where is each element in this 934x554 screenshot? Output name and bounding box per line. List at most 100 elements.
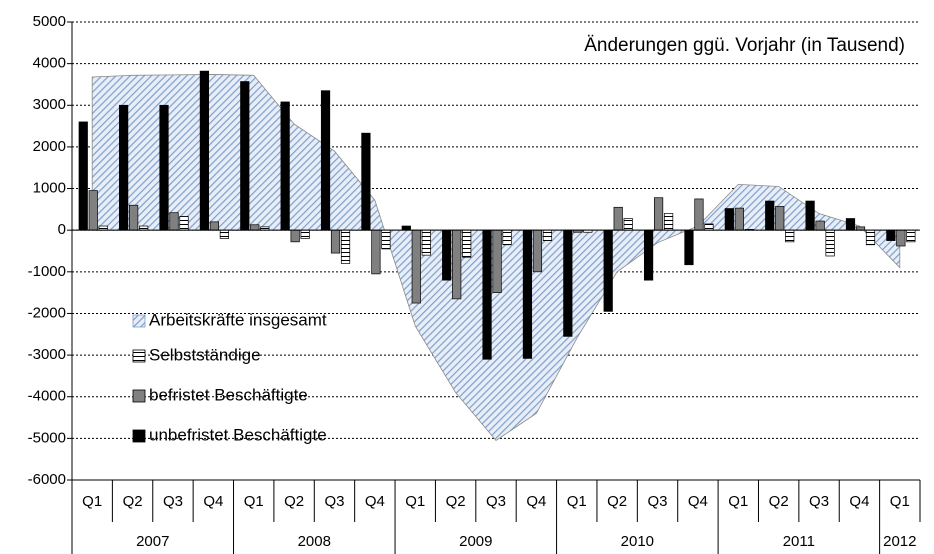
bar xyxy=(452,229,462,300)
bar xyxy=(240,81,250,231)
bar xyxy=(129,204,139,231)
bar xyxy=(179,216,189,231)
bar xyxy=(563,229,573,337)
bar xyxy=(361,132,371,231)
bar xyxy=(613,206,623,231)
bar xyxy=(542,229,553,241)
bar xyxy=(522,229,533,359)
x-tick-label: Q1 xyxy=(405,493,425,510)
bar xyxy=(663,213,674,231)
bar xyxy=(209,221,219,231)
year-label: 2007 xyxy=(136,533,169,550)
bar xyxy=(300,229,310,239)
bar xyxy=(411,229,421,304)
bar xyxy=(219,229,229,239)
x-tick-label: Q4 xyxy=(849,493,869,510)
legend-swatch xyxy=(132,389,146,403)
bar xyxy=(825,229,835,257)
bar xyxy=(340,229,351,264)
y-tick-label: -1000 xyxy=(28,263,66,280)
bar xyxy=(704,223,714,231)
y-tick-label: 0 xyxy=(58,221,66,238)
bar xyxy=(401,225,411,231)
bar xyxy=(421,229,431,256)
bar xyxy=(159,104,169,231)
x-tick-label: Q1 xyxy=(244,493,264,510)
bar xyxy=(815,220,825,231)
bar xyxy=(906,229,916,243)
bar xyxy=(502,229,512,246)
y-tick-label: 4000 xyxy=(33,55,66,72)
bar xyxy=(623,218,633,231)
bar xyxy=(139,225,149,231)
bar xyxy=(330,229,341,254)
legend-label: befristet Beschäftigte xyxy=(149,385,308,404)
bar xyxy=(865,229,876,246)
x-tick-label: Q4 xyxy=(526,493,546,510)
legend-swatch xyxy=(132,429,146,443)
bar xyxy=(381,229,391,250)
bar xyxy=(805,200,815,231)
x-tick-label: Q4 xyxy=(688,493,708,510)
x-tick-label: Q3 xyxy=(324,493,344,510)
bar xyxy=(119,104,129,231)
y-tick-label: -6000 xyxy=(28,471,66,488)
bar xyxy=(88,190,98,231)
bar xyxy=(532,229,543,273)
bar xyxy=(765,200,775,231)
bar xyxy=(643,229,654,281)
legend-label: Selbstständige xyxy=(149,345,261,364)
x-tick-label: Q1 xyxy=(82,493,102,510)
y-tick-label: -4000 xyxy=(28,388,66,405)
x-tick-label: Q4 xyxy=(365,493,385,510)
bar xyxy=(280,101,290,231)
x-tick-label: Q1 xyxy=(728,493,748,510)
bar xyxy=(169,212,179,231)
bar xyxy=(250,224,260,231)
legend-swatch xyxy=(132,349,146,363)
x-tick-label: Q4 xyxy=(203,493,223,510)
x-tick-label: Q3 xyxy=(486,493,506,510)
bar xyxy=(845,218,856,231)
x-tick-label: Q1 xyxy=(567,493,587,510)
y-tick-label: -2000 xyxy=(28,304,66,321)
year-label: 2009 xyxy=(459,533,492,550)
bar xyxy=(785,229,795,243)
legend-swatch xyxy=(132,314,146,328)
bar xyxy=(98,225,108,231)
year-label: 2010 xyxy=(621,533,654,550)
bar xyxy=(896,229,906,247)
bar xyxy=(886,229,896,241)
bar xyxy=(199,70,209,231)
year-label: 2011 xyxy=(783,533,815,550)
x-tick-label: Q2 xyxy=(769,493,789,510)
bar xyxy=(775,206,785,231)
bar xyxy=(290,229,300,243)
bar xyxy=(694,198,704,231)
y-tick-label: 1000 xyxy=(33,180,66,197)
x-tick-label: Q2 xyxy=(607,493,627,510)
bar xyxy=(603,229,613,312)
bar xyxy=(653,197,664,231)
x-tick-label: Q3 xyxy=(163,493,183,510)
bar xyxy=(492,229,502,293)
x-tick-label: Q2 xyxy=(446,493,466,510)
annotation: Änderungen ggü. Vorjahr (in Tausend) xyxy=(584,35,905,56)
bar xyxy=(684,229,694,266)
y-tick-label: 5000 xyxy=(33,13,66,30)
bar xyxy=(78,121,88,231)
bar xyxy=(724,208,734,231)
legend-label: Arbeitskräfte insgesamt xyxy=(149,310,327,329)
bar xyxy=(371,229,381,275)
bar xyxy=(482,229,492,360)
bar xyxy=(462,229,472,258)
x-tick-label: Q1 xyxy=(890,493,910,510)
bar xyxy=(442,229,452,281)
y-tick-label: -5000 xyxy=(28,429,66,446)
y-tick-label: -3000 xyxy=(28,346,66,363)
x-tick-label: Q2 xyxy=(284,493,304,510)
bar xyxy=(320,90,331,231)
year-label: 2008 xyxy=(298,533,331,550)
